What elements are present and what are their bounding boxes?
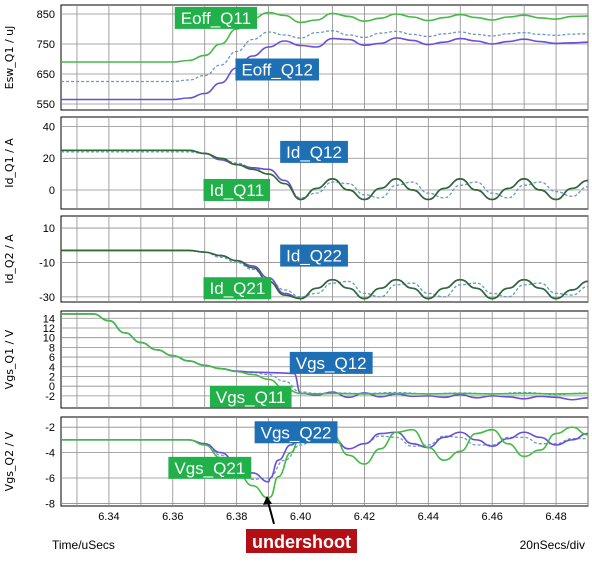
panel-vgs2: -8 -6 -4 -2 Vgs_Q2 / V Vgs_Q22 Vgs_Q21 <box>3 416 589 510</box>
callout-vgs_q21: Vgs_Q21 <box>168 456 252 479</box>
y-tick-label: -2 <box>45 422 55 434</box>
panel-id1: 0 20 40 Id_Q1 / A Id_Q12 Id_Q11 <box>3 116 589 210</box>
callout-eoff_q12: Eoff_Q12 <box>235 58 319 81</box>
x-tick-label: 6.34 <box>98 511 119 523</box>
series-line-id_q11 <box>61 149 588 201</box>
panel-frame <box>60 4 589 111</box>
y-tick-label: 550 <box>37 99 55 111</box>
callout-label: Id_Q12 <box>286 143 342 162</box>
callout-box <box>168 456 252 479</box>
callout-box <box>280 140 348 163</box>
callout-label: Id_Q11 <box>210 181 265 200</box>
callout-label: Vgs_Q11 <box>216 388 286 407</box>
callout-vgs_q12: Vgs_Q12 <box>289 351 373 374</box>
y-tick-label: 10 <box>43 333 55 345</box>
series-line-id_q21 <box>61 249 588 300</box>
callout-eoff_q11: Eoff_Q11 <box>174 6 258 29</box>
callout-label: Vgs_Q22 <box>261 423 332 442</box>
callout-label: Eoff_Q12 <box>241 61 313 80</box>
callout-id_q11: Id_Q11 <box>203 178 271 201</box>
callout-id_q22: Id_Q22 <box>280 244 348 267</box>
y-tick-label: 850 <box>37 9 55 21</box>
callout-label: Eoff_Q11 <box>181 9 251 28</box>
y-tick-label: -10 <box>39 257 55 269</box>
x-tick-label: 6.44 <box>418 511 439 523</box>
undershoot-label: undershoot <box>252 532 351 552</box>
y-axis-label: Vgs_Q1 / V <box>3 329 16 389</box>
y-axis-label: Id_Q2 / A <box>3 234 16 284</box>
callout-label: Vgs_Q12 <box>296 354 367 373</box>
panel-vgs1: -2 2 6 10 14 0 4 8 12 Vgs_Q1 / V Vgs_Q12 Vgs_Q11 <box>3 310 589 409</box>
y-axis-label: Id_Q1 / A <box>3 138 16 188</box>
panel-id2: -30 -10 10 Id_Q2 / A Id_Q22 Id_Q21 <box>3 215 589 304</box>
y-axis-label: Esw_Q1 / uJ <box>3 26 16 90</box>
y-tick-label: 2 <box>49 371 55 383</box>
y-tick-label: 4 <box>49 362 55 374</box>
y-tick-label: -2 <box>45 391 55 403</box>
callout-box <box>203 277 272 300</box>
y-tick-label: -4 <box>45 448 55 460</box>
callout-box <box>235 58 319 81</box>
y-tick-label: -6 <box>45 473 55 485</box>
y-tick-label: 750 <box>37 39 55 51</box>
undershoot-annotation: undershoot <box>246 495 357 553</box>
y-axis-label: Vgs_Q2 / V <box>3 431 16 491</box>
callout-id_q21: Id_Q21 <box>203 277 272 300</box>
y-tick-label: 40 <box>43 122 55 134</box>
y-tick-label: 0 <box>49 381 55 393</box>
callout-id_q12: Id_Q12 <box>280 140 348 163</box>
y-tick-label: 650 <box>37 69 55 81</box>
series-line-eoff_q12 <box>61 37 588 101</box>
undershoot-arrow-shaft <box>267 501 275 525</box>
callout-box <box>280 244 348 267</box>
y-tick-label: -8 <box>45 498 55 510</box>
callout-box <box>209 385 292 408</box>
callout-vgs_q22: Vgs_Q22 <box>254 421 338 444</box>
series-line-eoff_q11b <box>61 30 588 83</box>
callout-box <box>174 6 258 29</box>
y-tick-label: 12 <box>43 323 55 335</box>
y-tick-label: 6 <box>49 352 55 364</box>
y-tick-label: 10 <box>43 223 55 235</box>
callout-box <box>289 351 373 374</box>
y-tick-label: 0 <box>49 185 55 197</box>
y-tick-label: 8 <box>49 342 55 354</box>
panel-frame <box>60 116 589 210</box>
callout-box <box>203 178 271 201</box>
callout-label: Vgs_Q21 <box>174 459 245 478</box>
panel-esw: 550 650 750 850 Esw_Q1 / uJ Eoff_Q11 Eoff_Q12 <box>3 4 589 111</box>
y-tick-label: -30 <box>39 292 55 304</box>
callout-vgs_q11: Vgs_Q11 <box>209 385 292 408</box>
series-line-id_q2_dash <box>61 249 588 298</box>
y-tick-label: 14 <box>43 313 55 325</box>
x-tick-label: 6.36 <box>162 511 183 523</box>
series-line-eoff_q11 <box>61 11 588 63</box>
x-tick-label: 6.48 <box>545 511 566 523</box>
x-tick-label: 6.42 <box>354 511 375 523</box>
callout-label: Id_Q22 <box>286 247 342 266</box>
x-scale-label: 20nSecs/div <box>520 538 585 552</box>
undershoot-box <box>246 529 357 553</box>
series-line-vgs_q11 <box>61 313 588 395</box>
y-tick-label: 20 <box>43 153 55 165</box>
x-tick-label: 6.40 <box>290 511 311 523</box>
x-tick-label: 6.38 <box>226 511 247 523</box>
series-line-id_q11_dash <box>61 151 588 199</box>
undershoot-arrow-head <box>263 495 273 505</box>
callout-box <box>254 421 338 444</box>
callout-label: Id_Q21 <box>210 279 266 298</box>
x-tick-label: 6.46 <box>481 511 502 523</box>
x-axis-label: Time/uSecs <box>52 538 115 552</box>
